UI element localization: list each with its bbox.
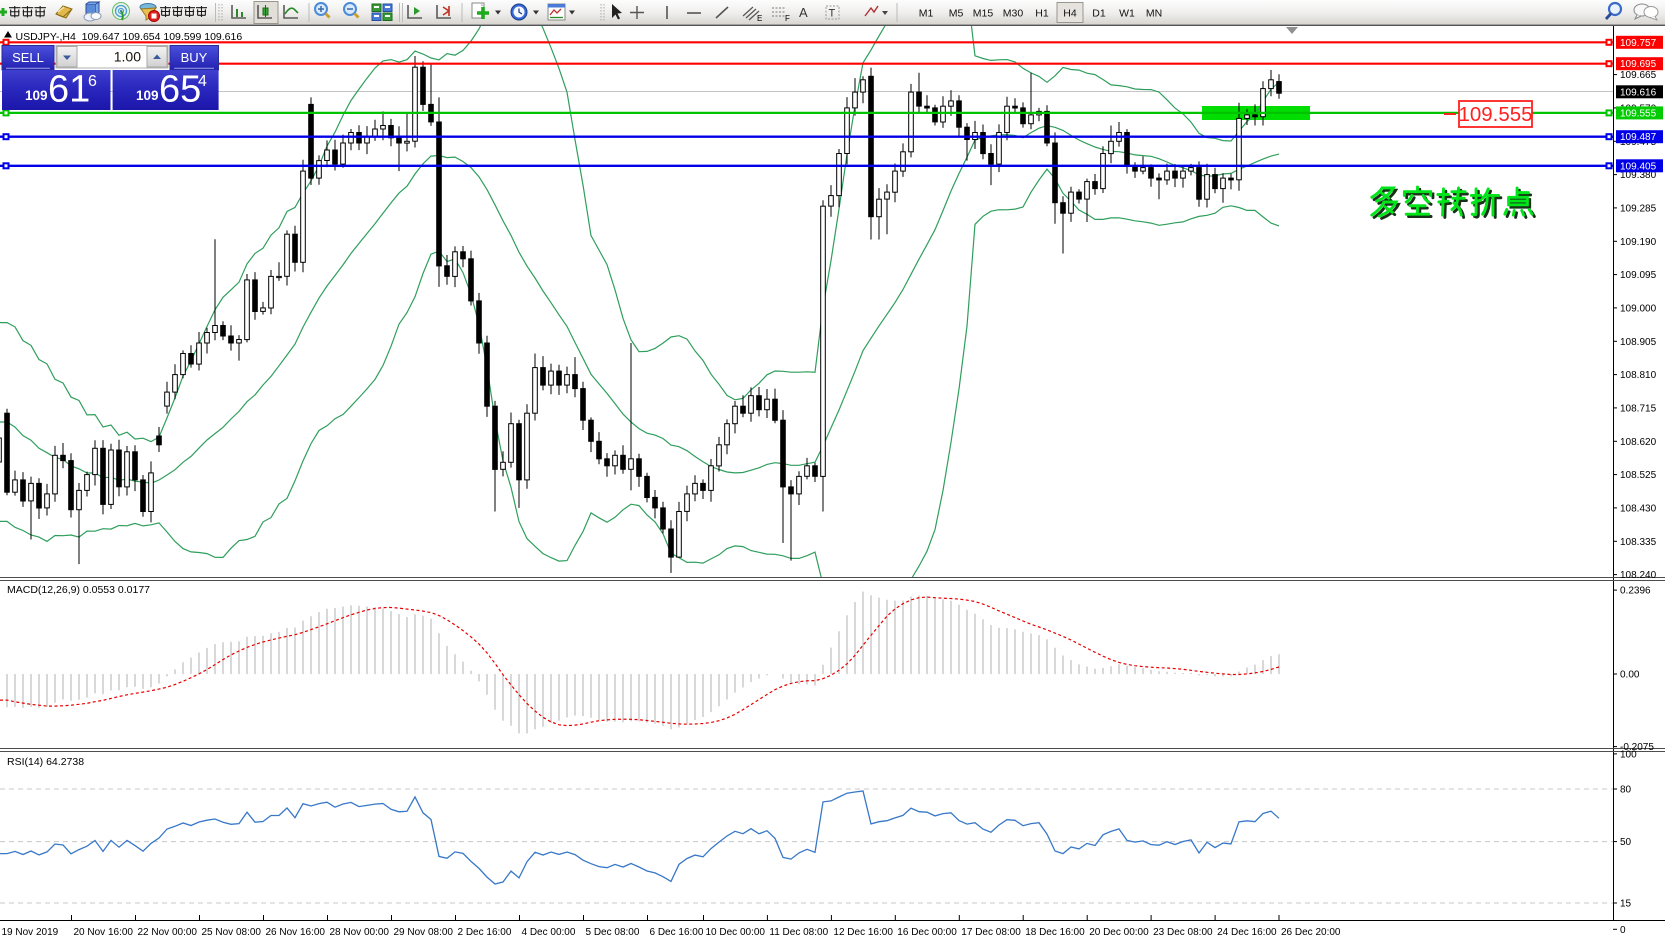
svg-text:109.095: 109.095 bbox=[1620, 270, 1657, 281]
svg-text:M15: M15 bbox=[973, 8, 994, 20]
svg-text:28 Nov 00:00: 28 Nov 00:00 bbox=[330, 927, 390, 938]
svg-text:4: 4 bbox=[198, 73, 207, 90]
svg-text:0.00: 0.00 bbox=[1620, 670, 1640, 681]
svg-text:MN: MN bbox=[1146, 8, 1162, 20]
svg-text:MACD(12,26,9) 0.0553 0.0177: MACD(12,26,9) 0.0553 0.0177 bbox=[7, 584, 150, 596]
svg-text:20 Dec 00:00: 20 Dec 00:00 bbox=[1089, 927, 1149, 938]
svg-text:4 Dec 00:00: 4 Dec 00:00 bbox=[522, 927, 576, 938]
svg-text:109: 109 bbox=[136, 88, 159, 103]
svg-text:M30: M30 bbox=[1003, 8, 1024, 20]
svg-text:108.620: 108.620 bbox=[1620, 437, 1657, 448]
svg-text:5 Dec 08:00: 5 Dec 08:00 bbox=[586, 927, 640, 938]
svg-text:109.285: 109.285 bbox=[1620, 203, 1657, 214]
svg-text:SELL: SELL bbox=[12, 50, 44, 65]
svg-text:22 Nov 00:00: 22 Nov 00:00 bbox=[138, 927, 198, 938]
svg-text:108.430: 108.430 bbox=[1620, 503, 1657, 514]
svg-text:H1: H1 bbox=[1035, 8, 1049, 20]
svg-text:6: 6 bbox=[88, 73, 97, 90]
svg-text:11 Dec 08:00: 11 Dec 08:00 bbox=[769, 927, 828, 938]
svg-text:108.810: 108.810 bbox=[1620, 370, 1657, 381]
svg-text:109.555: 109.555 bbox=[1458, 103, 1532, 126]
svg-text:108.240: 108.240 bbox=[1620, 570, 1657, 581]
svg-text:F: F bbox=[785, 14, 790, 23]
svg-text:10 Dec 00:00: 10 Dec 00:00 bbox=[706, 927, 766, 938]
svg-text:108.905: 108.905 bbox=[1620, 337, 1657, 348]
svg-text:26 Dec 20:00: 26 Dec 20:00 bbox=[1281, 927, 1341, 938]
svg-text:109.000: 109.000 bbox=[1620, 303, 1657, 314]
svg-text:M5: M5 bbox=[949, 8, 964, 20]
svg-text:23 Dec 08:00: 23 Dec 08:00 bbox=[1153, 927, 1213, 938]
svg-text:109.190: 109.190 bbox=[1620, 237, 1657, 248]
svg-text:E: E bbox=[757, 14, 762, 23]
svg-text:109.487: 109.487 bbox=[1620, 132, 1657, 143]
svg-text:65: 65 bbox=[159, 69, 201, 111]
svg-text:24 Dec 16:00: 24 Dec 16:00 bbox=[1217, 927, 1277, 938]
svg-text:109.757: 109.757 bbox=[1620, 38, 1657, 49]
svg-text:100: 100 bbox=[1620, 749, 1637, 760]
svg-text:16 Dec 00:00: 16 Dec 00:00 bbox=[897, 927, 957, 938]
svg-text:29 Nov 08:00: 29 Nov 08:00 bbox=[394, 927, 454, 938]
svg-text:19 Nov 2019: 19 Nov 2019 bbox=[2, 927, 59, 938]
svg-text:109.616: 109.616 bbox=[1620, 87, 1657, 98]
svg-text:26 Nov 16:00: 26 Nov 16:00 bbox=[266, 927, 326, 938]
svg-text:108.335: 108.335 bbox=[1620, 537, 1657, 548]
svg-text:H4: H4 bbox=[1063, 8, 1077, 20]
svg-text:A: A bbox=[799, 5, 808, 20]
svg-text:108.715: 108.715 bbox=[1620, 403, 1657, 414]
svg-text:25 Nov 08:00: 25 Nov 08:00 bbox=[202, 927, 262, 938]
svg-text:W1: W1 bbox=[1119, 8, 1135, 20]
svg-text:50: 50 bbox=[1620, 837, 1632, 848]
svg-text:18 Dec 16:00: 18 Dec 16:00 bbox=[1025, 927, 1085, 938]
svg-text:20 Nov 16:00: 20 Nov 16:00 bbox=[74, 927, 134, 938]
svg-text:6 Dec 16:00: 6 Dec 16:00 bbox=[650, 927, 704, 938]
svg-text:2 Dec 16:00: 2 Dec 16:00 bbox=[458, 927, 512, 938]
svg-text:15: 15 bbox=[1620, 899, 1632, 910]
svg-text:T: T bbox=[829, 8, 836, 20]
svg-text:61: 61 bbox=[48, 69, 90, 111]
svg-text:0: 0 bbox=[1620, 925, 1626, 936]
svg-text:-0.2075: -0.2075 bbox=[1620, 742, 1654, 753]
svg-text:12 Dec 16:00: 12 Dec 16:00 bbox=[833, 927, 893, 938]
svg-text:80: 80 bbox=[1620, 785, 1632, 796]
svg-text:109.380: 109.380 bbox=[1620, 170, 1657, 181]
svg-text:BUY: BUY bbox=[181, 50, 208, 65]
svg-text:109.695: 109.695 bbox=[1620, 59, 1657, 70]
svg-text:109.405: 109.405 bbox=[1620, 161, 1657, 172]
svg-text:108.525: 108.525 bbox=[1620, 470, 1657, 481]
svg-text:17 Dec 08:00: 17 Dec 08:00 bbox=[961, 927, 1021, 938]
svg-text:M1: M1 bbox=[919, 8, 934, 20]
svg-text:109: 109 bbox=[25, 88, 48, 103]
svg-text:USDJPY-,H4 109.647 109.654 10: USDJPY-,H4 109.647 109.654 109.599 109.6… bbox=[16, 31, 243, 43]
svg-text:RSI(14) 64.2738: RSI(14) 64.2738 bbox=[7, 756, 84, 768]
svg-text:1.00: 1.00 bbox=[114, 49, 141, 65]
svg-text:109.555: 109.555 bbox=[1620, 108, 1657, 119]
svg-text:109.665: 109.665 bbox=[1620, 70, 1657, 81]
svg-text:D1: D1 bbox=[1092, 8, 1106, 20]
svg-text:0.2396: 0.2396 bbox=[1620, 586, 1651, 597]
